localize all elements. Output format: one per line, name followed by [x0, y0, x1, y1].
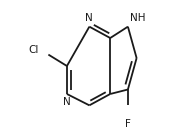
Text: F: F — [125, 119, 131, 129]
Text: N: N — [86, 13, 93, 23]
Text: N: N — [63, 97, 71, 107]
Text: Cl: Cl — [29, 45, 39, 55]
Text: NH: NH — [130, 13, 145, 23]
